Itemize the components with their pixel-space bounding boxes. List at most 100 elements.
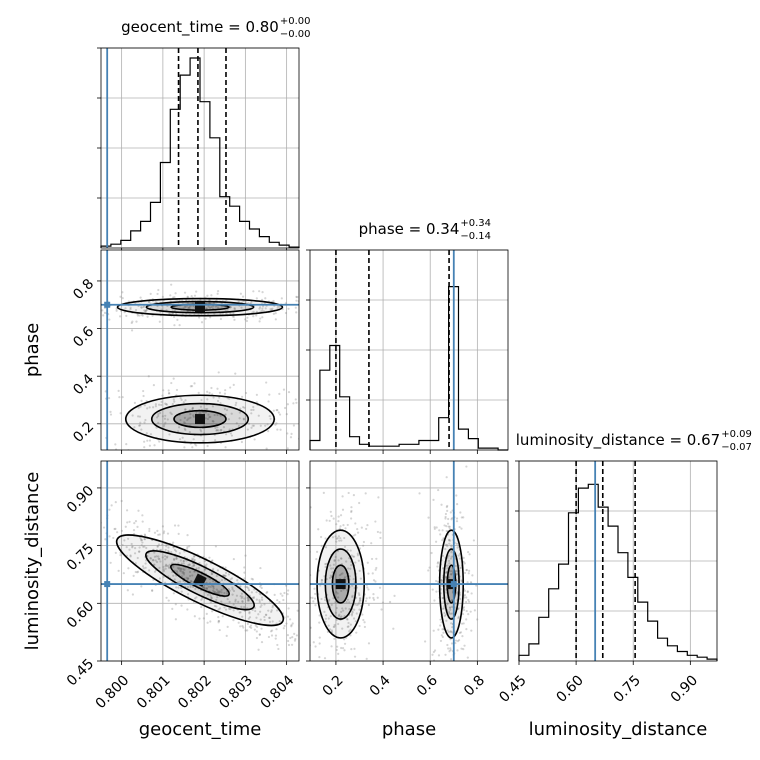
sample-point — [168, 433, 171, 436]
title-lower-error: −0.14 — [460, 231, 491, 242]
sample-point — [210, 595, 213, 599]
sample-point — [239, 292, 242, 295]
panel-luminosity_distance-vs-luminosity_distance: luminosity_distance = 0.67 +0.09 −0.07 — [515, 429, 752, 665]
sample-point — [110, 504, 113, 507]
sample-point — [178, 438, 182, 441]
sample-point — [218, 590, 222, 593]
sample-point — [248, 616, 252, 619]
sample-point — [341, 508, 345, 511]
sample-point — [185, 576, 188, 580]
sample-point — [232, 315, 235, 318]
sample-point — [96, 522, 98, 524]
sample-point — [462, 608, 466, 612]
sample-point — [131, 320, 134, 323]
sample-point — [448, 650, 451, 653]
sample-point — [243, 577, 246, 580]
sample-point — [465, 569, 468, 572]
sample-point — [280, 297, 283, 300]
sample-point — [223, 574, 226, 577]
sample-point — [140, 306, 143, 309]
sample-point — [441, 596, 444, 600]
sample-point — [337, 535, 340, 538]
sample-point — [267, 635, 271, 639]
sample-point — [456, 663, 458, 665]
sample-point — [212, 567, 215, 570]
sample-point — [433, 649, 437, 652]
sample-point — [181, 436, 184, 439]
sample-point — [172, 592, 175, 595]
sample-point — [441, 584, 444, 587]
sample-point — [304, 606, 306, 608]
sample-point — [208, 556, 211, 559]
sample-point — [157, 288, 160, 292]
sample-point — [460, 516, 463, 519]
sample-point — [158, 533, 161, 536]
sample-point — [159, 560, 162, 563]
sample-point — [148, 444, 151, 447]
sample-point — [439, 639, 443, 643]
sample-point — [190, 385, 194, 388]
sample-point — [437, 628, 440, 631]
sample-point — [167, 564, 170, 568]
sample-point — [443, 672, 445, 674]
sample-point — [341, 572, 344, 575]
sample-point — [332, 563, 335, 566]
sample-point — [282, 627, 285, 630]
sample-point — [451, 517, 454, 520]
sample-point — [224, 566, 227, 569]
sample-point — [218, 607, 222, 610]
sample-point — [287, 643, 291, 647]
sample-point — [134, 520, 138, 523]
sample-point — [220, 600, 223, 603]
sample-point — [156, 292, 159, 296]
x-axis-label: phase — [382, 719, 436, 740]
sample-point — [361, 665, 363, 667]
sample-point — [460, 679, 462, 681]
sample-point — [255, 598, 258, 601]
sample-point — [172, 377, 175, 380]
sample-point — [175, 570, 179, 573]
sample-point — [446, 602, 449, 605]
sample-point — [208, 391, 211, 394]
sample-point — [246, 316, 249, 319]
sample-point — [93, 506, 95, 508]
sample-point — [349, 549, 352, 552]
sample-point — [340, 557, 343, 560]
sample-point — [270, 609, 273, 612]
sample-point — [366, 524, 369, 527]
sample-point — [136, 556, 139, 560]
sample-point — [212, 420, 215, 423]
sample-point — [183, 446, 186, 449]
sample-point — [354, 533, 357, 536]
sample-point — [274, 318, 277, 321]
sample-point — [223, 392, 227, 395]
sample-point — [199, 428, 202, 431]
sample-point — [356, 603, 359, 607]
sample-point — [224, 446, 227, 449]
sample-point — [305, 306, 307, 308]
sample-point — [257, 648, 260, 651]
sample-point — [146, 439, 149, 442]
sample-point — [287, 589, 290, 592]
sample-point — [195, 290, 198, 293]
sample-point — [295, 299, 298, 302]
sample-point — [189, 585, 192, 589]
sample-point — [245, 585, 249, 589]
sample-point — [193, 382, 196, 385]
sample-point — [128, 548, 131, 551]
sample-point — [466, 656, 469, 659]
sample-point — [109, 410, 112, 413]
sample-point — [127, 537, 130, 540]
sample-point — [184, 306, 187, 309]
sample-point — [450, 622, 453, 625]
sample-point — [444, 613, 447, 616]
sample-point — [448, 542, 451, 545]
sample-point — [167, 566, 171, 569]
sample-point — [135, 450, 137, 452]
sample-point — [136, 314, 139, 317]
sample-point — [350, 612, 354, 616]
sample-point — [166, 555, 169, 558]
sample-point — [232, 383, 235, 386]
sample-point — [343, 576, 347, 579]
sample-point — [343, 642, 347, 645]
